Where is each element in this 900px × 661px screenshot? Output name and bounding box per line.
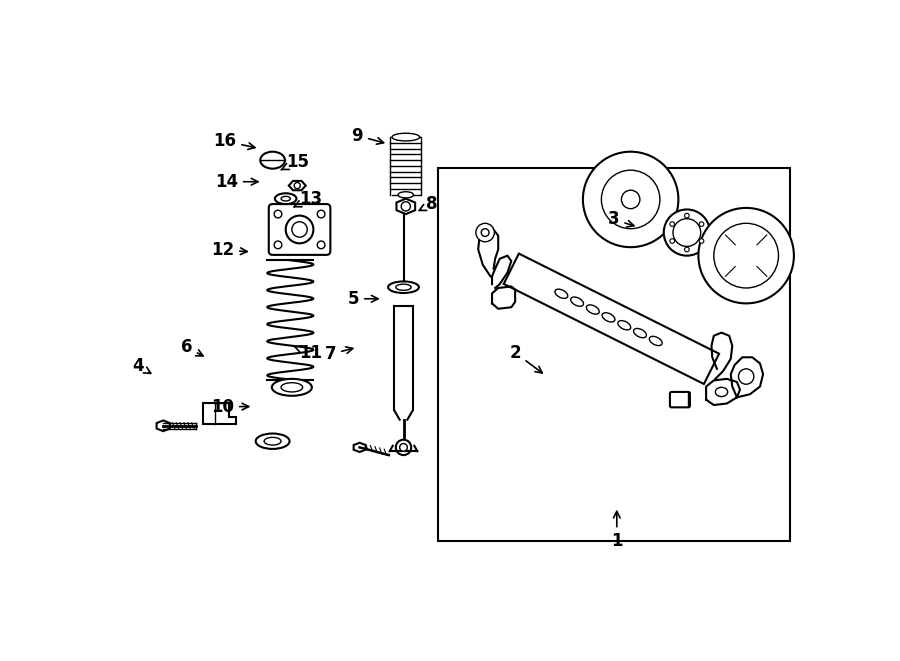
Circle shape (621, 190, 640, 209)
Circle shape (294, 182, 301, 188)
Text: 10: 10 (211, 397, 248, 416)
Circle shape (583, 152, 679, 247)
FancyBboxPatch shape (670, 392, 690, 407)
Text: 16: 16 (213, 132, 255, 150)
Circle shape (685, 247, 689, 252)
Circle shape (670, 222, 674, 226)
Ellipse shape (555, 289, 568, 298)
Ellipse shape (392, 134, 419, 141)
Circle shape (699, 222, 704, 226)
Ellipse shape (256, 434, 290, 449)
Circle shape (685, 214, 689, 218)
Circle shape (698, 208, 794, 303)
Polygon shape (157, 420, 170, 431)
Circle shape (318, 241, 325, 249)
Ellipse shape (571, 297, 583, 306)
Text: 11: 11 (294, 344, 322, 362)
Text: 6: 6 (181, 338, 203, 356)
Ellipse shape (398, 192, 413, 198)
Circle shape (274, 210, 282, 218)
FancyBboxPatch shape (269, 204, 330, 255)
Circle shape (476, 223, 494, 242)
Text: 4: 4 (132, 357, 151, 375)
Circle shape (714, 223, 778, 288)
Circle shape (400, 444, 408, 451)
Text: 12: 12 (211, 241, 248, 259)
Ellipse shape (272, 379, 312, 396)
Circle shape (601, 170, 660, 229)
Circle shape (738, 369, 754, 384)
Circle shape (292, 222, 307, 237)
Ellipse shape (281, 383, 302, 392)
Circle shape (699, 239, 704, 243)
Ellipse shape (264, 438, 281, 445)
Text: 1: 1 (611, 512, 623, 551)
Circle shape (673, 219, 701, 247)
Ellipse shape (396, 284, 411, 290)
Ellipse shape (587, 305, 599, 314)
Circle shape (482, 229, 489, 237)
Circle shape (401, 202, 410, 211)
Ellipse shape (634, 329, 646, 338)
Polygon shape (504, 254, 719, 384)
Bar (438, 169, 790, 541)
Ellipse shape (274, 193, 296, 204)
Circle shape (670, 239, 674, 243)
Polygon shape (354, 443, 365, 452)
Text: 8: 8 (419, 195, 437, 213)
Polygon shape (397, 199, 415, 214)
Ellipse shape (617, 321, 631, 330)
Ellipse shape (260, 152, 285, 169)
Circle shape (318, 210, 325, 218)
Circle shape (664, 210, 710, 256)
Text: 7: 7 (325, 345, 353, 363)
Polygon shape (289, 181, 306, 190)
Ellipse shape (649, 336, 662, 346)
Circle shape (285, 215, 313, 243)
Text: 2: 2 (509, 344, 542, 373)
Text: 14: 14 (215, 173, 258, 191)
Text: 13: 13 (294, 190, 323, 208)
Text: 5: 5 (347, 290, 378, 308)
Polygon shape (203, 403, 237, 424)
Ellipse shape (716, 387, 728, 397)
Circle shape (274, 241, 282, 249)
Text: 3: 3 (608, 210, 634, 229)
Text: 15: 15 (281, 153, 310, 171)
Text: 9: 9 (352, 126, 383, 145)
Ellipse shape (388, 282, 418, 293)
Circle shape (396, 440, 411, 455)
Ellipse shape (602, 313, 615, 322)
Ellipse shape (281, 196, 291, 201)
